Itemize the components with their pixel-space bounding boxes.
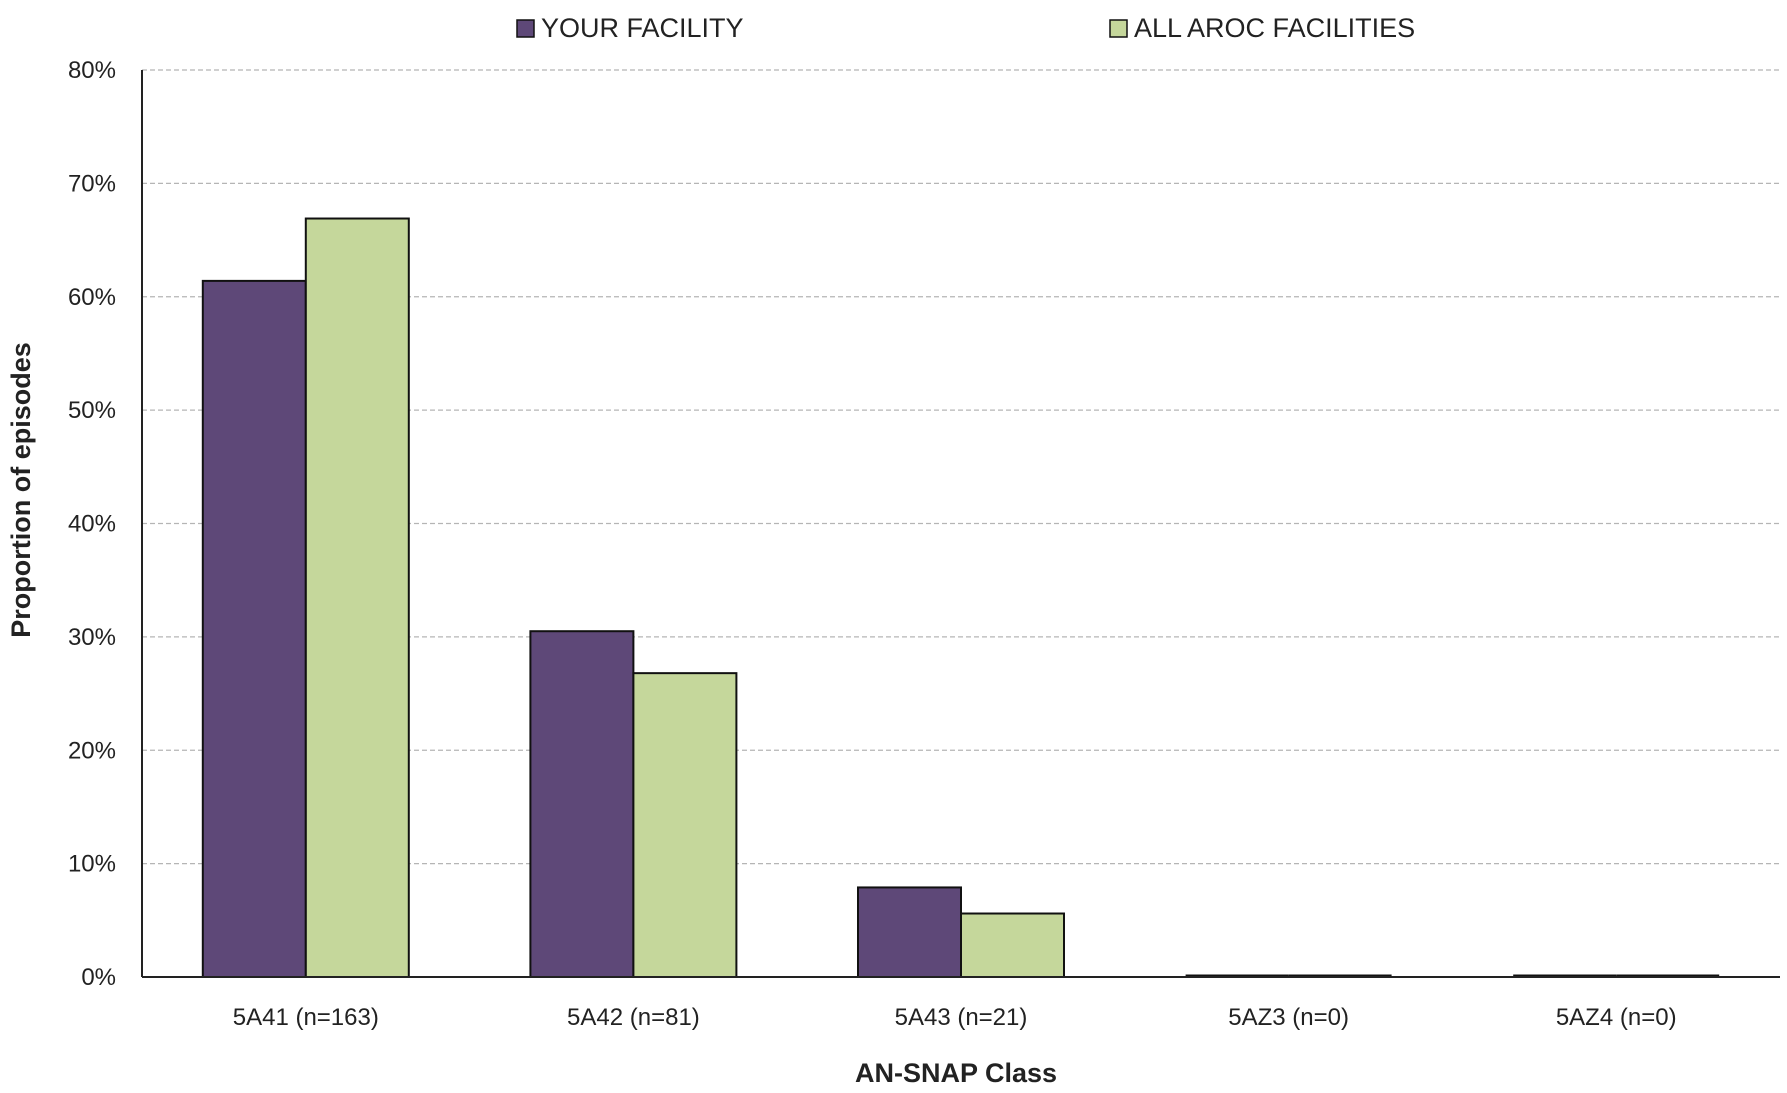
- y-tick-label: 70%: [68, 170, 116, 197]
- legend: YOUR FACILITY ALL AROC FACILITIES: [517, 13, 1415, 43]
- bar: [961, 914, 1064, 977]
- y-tick-labels: 0% 10% 20% 30% 40% 50% 60% 70% 80%: [68, 57, 116, 991]
- legend-swatch: [517, 20, 534, 37]
- x-tick-label: 5AZ4 (n=0): [1556, 1004, 1677, 1031]
- x-tick-label: 5A42 (n=81): [567, 1004, 700, 1031]
- x-tick-label: 5AZ3 (n=0): [1228, 1004, 1349, 1031]
- bar: [530, 631, 633, 977]
- y-tick-label: 20%: [68, 737, 116, 764]
- x-axis-title: AN-SNAP Class: [855, 1058, 1057, 1088]
- x-tick-label: 5A43 (n=21): [895, 1004, 1028, 1031]
- bar: [858, 887, 961, 977]
- y-tick-label: 40%: [68, 511, 116, 538]
- y-tick-label: 80%: [68, 57, 116, 84]
- y-tick-label: 30%: [68, 624, 116, 651]
- x-tick-label: 5A41 (n=163): [233, 1004, 379, 1031]
- legend-swatch: [1110, 20, 1127, 37]
- y-tick-label: 60%: [68, 284, 116, 311]
- y-tick-label: 50%: [68, 397, 116, 424]
- y-axis-title: Proportion of episodes: [6, 342, 36, 638]
- legend-label: YOUR FACILITY: [541, 13, 744, 43]
- bar: [633, 673, 736, 977]
- legend-label: ALL AROC FACILITIES: [1134, 13, 1415, 43]
- bar: [306, 219, 409, 977]
- y-tick-label: 0%: [81, 964, 116, 991]
- x-tick-labels: 5A41 (n=163) 5A42 (n=81) 5A43 (n=21) 5AZ3 (…: [233, 1004, 1677, 1031]
- bar: [203, 281, 306, 977]
- y-tick-label: 10%: [68, 851, 116, 878]
